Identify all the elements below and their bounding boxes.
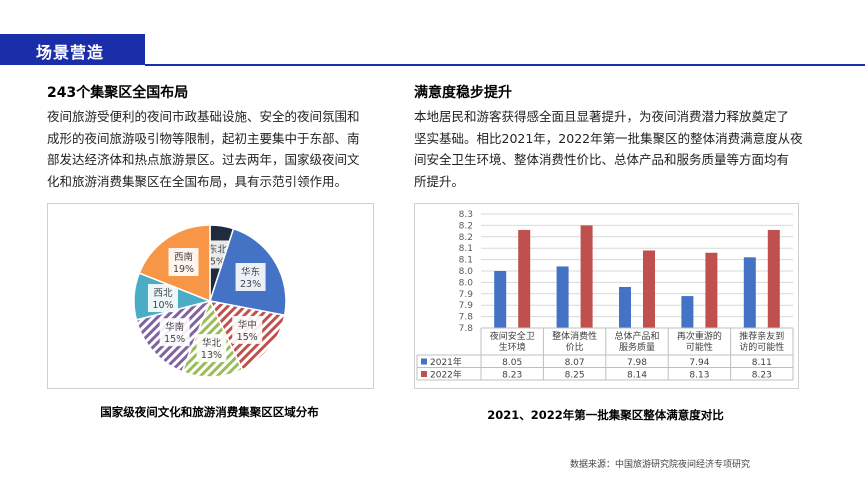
- bar-category-label: 推荐亲友到: [739, 330, 784, 342]
- bar-y-tick-label: 8.3: [459, 210, 473, 220]
- pie-slice-label: 华东: [241, 266, 260, 278]
- bar-data-label: 8.13: [689, 371, 709, 381]
- right-paragraph-line: 间安全卫生环境、整体消费性价比、总体产品和服务质量等方面均有: [414, 152, 790, 167]
- bar-1-4: [767, 229, 780, 328]
- pie-label-box: [232, 315, 263, 344]
- bar-category-label: 整体消费性: [552, 330, 597, 342]
- bar-y-tick-label: 7.8: [459, 324, 474, 334]
- pie-label-box: [235, 263, 266, 292]
- bar-category-label: 再次重游的: [677, 330, 722, 342]
- bar-data-label: 8.23: [502, 371, 522, 381]
- bar-category-label: 服务质量: [619, 341, 655, 353]
- pie-slice-percent: 10%: [152, 300, 173, 311]
- bar-data-label: 8.25: [565, 371, 585, 381]
- pie-slice-percent: 15%: [237, 332, 258, 343]
- bar-1-3: [705, 252, 718, 328]
- pie-slice-percent: 13%: [201, 350, 222, 361]
- legend-series-name: 2022年: [430, 369, 462, 381]
- bar-data-label: 8.11: [752, 358, 772, 368]
- bar-data-label: 7.98: [627, 358, 647, 368]
- left-paragraph-line: 成形的夜间旅游吸引物等限制，起初主要集中于东部、南: [47, 130, 360, 146]
- pie-slice-label: 华南: [165, 321, 184, 333]
- bar-y-tick-label: 8.0: [459, 278, 474, 288]
- pie-chart-caption: 国家级夜间文化和旅游消费集聚区区域分布: [100, 405, 319, 419]
- bar-category-label: 生环境: [499, 341, 526, 353]
- bar-0-3: [681, 296, 694, 328]
- left-paragraph: 夜间旅游受便利的夜间市政基础设施、安全的夜间氛围和 成形的夜间旅游吸引物等限制，…: [47, 106, 360, 192]
- pie-slice-percent: 19%: [173, 264, 194, 275]
- bar-0-1: [556, 266, 569, 328]
- bar-category-label: 价比: [566, 341, 584, 353]
- bar-category-label: 访的可能性: [739, 341, 784, 353]
- bar-chart: 8.38.28.28.18.18.08.07.97.97.87.8夜间安全卫生环…: [416, 210, 794, 381]
- right-section-title: 满意度稳步提升: [414, 85, 512, 101]
- bar-data-label: 8.23: [752, 371, 772, 381]
- bar-data-label: 7.94: [689, 358, 709, 368]
- pie-slice-percent: 23%: [240, 279, 261, 290]
- bar-data-label: 8.07: [565, 358, 585, 368]
- bar-category-label: 可能性: [686, 341, 713, 353]
- left-paragraph-line: 夜间旅游受便利的夜间市政基础设施、安全的夜间氛围和: [47, 109, 360, 124]
- pie-label-box: [159, 318, 190, 347]
- data-source: 数据来源：中国旅游研究院夜间经济专项研究: [570, 460, 751, 470]
- bar-data-label: 8.05: [502, 358, 522, 368]
- bar-category-label: 夜间安全卫: [490, 330, 535, 342]
- pie-label-box: [168, 248, 199, 277]
- bar-y-tick-label: 8.1: [459, 256, 473, 266]
- page-title: 场景营造: [36, 43, 105, 62]
- bar-y-tick-label: 7.8: [459, 313, 474, 323]
- legend-swatch-1: [421, 371, 427, 377]
- pie-label-box: [147, 284, 178, 313]
- right-paragraph: 本地居民和游客获得感全面且显著提升，为夜间消费潜力释放奠定了 坚实基础。相比20…: [414, 106, 803, 192]
- pie-slice-label: 西南: [174, 251, 193, 263]
- bar-data-label: 8.14: [627, 371, 647, 381]
- bar-y-tick-label: 8.1: [459, 244, 473, 254]
- pie-label-box: [196, 334, 227, 363]
- bar-1-2: [643, 250, 655, 328]
- bar-y-tick-label: 8.2: [459, 221, 473, 231]
- pie-slice-percent: 5%: [210, 256, 225, 267]
- pie-slice-label: 华北: [202, 337, 222, 349]
- left-paragraph-line: 化和旅游消费集聚区在全国布局，具有示范引领作用。: [47, 173, 348, 189]
- bar-y-tick-label: 8.2: [459, 233, 473, 243]
- legend-series-name: 2021年: [430, 356, 462, 368]
- bar-y-tick-label: 7.9: [459, 290, 474, 300]
- pie-slice-label: 西北: [153, 288, 173, 299]
- bar-category-label: 总体产品和: [614, 330, 659, 342]
- bar-0-0: [494, 271, 507, 328]
- bar-1-1: [580, 225, 593, 328]
- bar-chart-frame: 8.3 8.2 8.2 8.1 8.1 8.0 8.0 7.9 7.9 7.8 7.8 夜间安全卫 生环…: [414, 203, 799, 389]
- bar-0-2: [619, 286, 631, 328]
- pie-slice-label: 华中: [238, 319, 257, 331]
- right-paragraph-line: 本地居民和游客获得感全面且显著提升，为夜间消费潜力释放奠定了: [414, 109, 790, 124]
- bar-chart-caption: 2021、2022年第一批集聚区整体满意度对比: [487, 408, 724, 422]
- left-paragraph-line: 部发达经济体和热点旅游景区。过去两年，国家级夜间文: [47, 152, 360, 167]
- bar-y-tick-label: 8.0: [459, 267, 474, 277]
- bar-1-0: [518, 229, 531, 328]
- pie-chart-frame: 东北 5% 华东 23% 华中 15% 华北 13% 华南 15% 西北 10% 西南 19%: [47, 203, 374, 389]
- header-divider: [145, 64, 865, 66]
- pie-slice-percent: 15%: [164, 334, 185, 345]
- right-paragraph-line: 坚实基础。相比2021年，2022年第一批集聚区的整体消费满意度从夜: [414, 130, 803, 146]
- left-section-title: 243个集聚区全国布局: [47, 85, 189, 101]
- header-bar: [0, 34, 145, 65]
- pie-slice-label: 东北: [208, 243, 228, 255]
- legend-swatch-0: [421, 358, 427, 365]
- bar-y-tick-label: 7.9: [459, 301, 474, 311]
- right-paragraph-line: 所提升。: [414, 173, 465, 189]
- bar-0-4: [743, 257, 756, 328]
